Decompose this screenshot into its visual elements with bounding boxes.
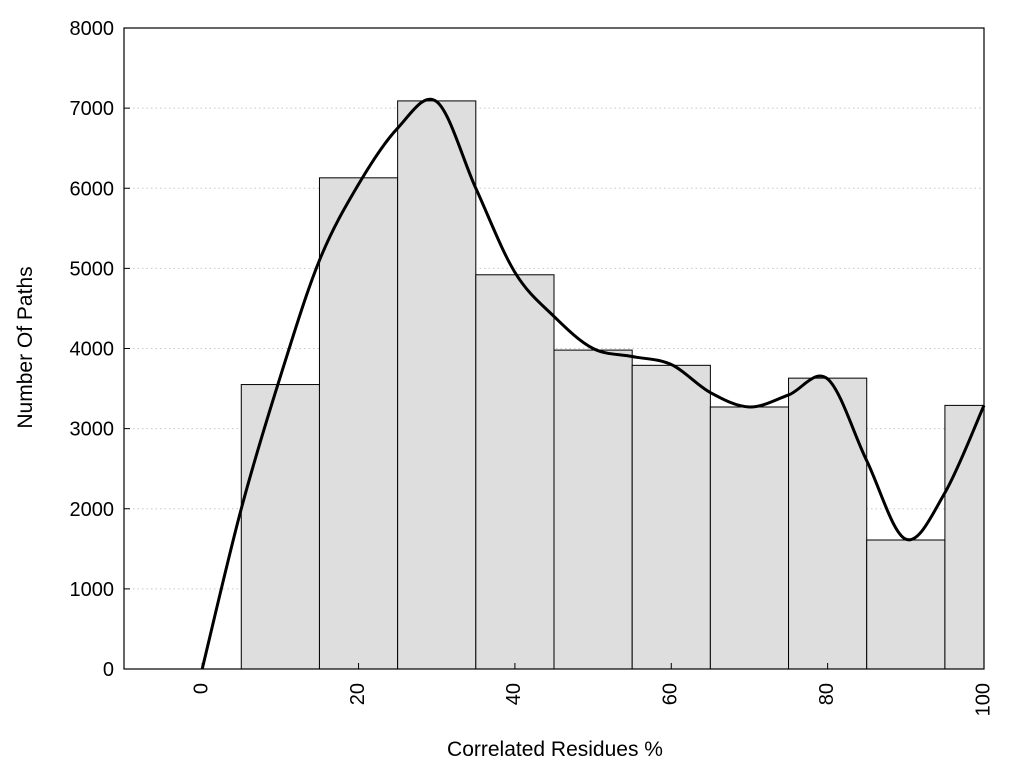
x-tick-label: 60	[660, 683, 682, 705]
y-tick-label: 3000	[70, 419, 115, 441]
density-curve	[200, 97, 986, 670]
x-axis: 0 20 40 60 80 100	[190, 663, 994, 716]
histogram-bar	[709, 406, 790, 670]
x-tick-label: 40	[503, 683, 525, 705]
histogram-bar	[944, 404, 985, 670]
x-tick-label: 0	[190, 683, 212, 694]
y-tick-label: 8000	[70, 18, 115, 40]
x-tick-label: 100	[972, 683, 994, 716]
histogram-bar	[788, 377, 868, 670]
y-tick-label: 5000	[70, 258, 115, 280]
histogram-bar	[866, 539, 946, 670]
histogram-bar	[553, 349, 633, 670]
y-tick-label: 0	[103, 659, 114, 681]
y-tick-label: 1000	[70, 579, 115, 601]
y-tick-label: 6000	[70, 178, 115, 200]
histogram-bar	[240, 384, 320, 670]
y-tick-label: 2000	[70, 499, 115, 521]
histogram-bar	[397, 100, 477, 670]
histogram-bar	[318, 177, 399, 670]
y-axis-label: Number Of Paths	[14, 266, 37, 428]
y-tick-label: 4000	[70, 339, 115, 361]
x-tick-label: 80	[816, 683, 838, 705]
curve-layer	[200, 97, 986, 670]
x-axis-label: Correlated Residues %	[447, 738, 663, 761]
histogram-bar	[475, 274, 555, 670]
x-tick-label: 20	[347, 683, 369, 705]
y-tick-label: 7000	[70, 98, 115, 120]
bars	[240, 100, 985, 670]
histogram-bar	[631, 364, 711, 670]
y-axis: 0 1000 2000 3000 4000 5000 6000 7000 8000	[70, 18, 130, 681]
